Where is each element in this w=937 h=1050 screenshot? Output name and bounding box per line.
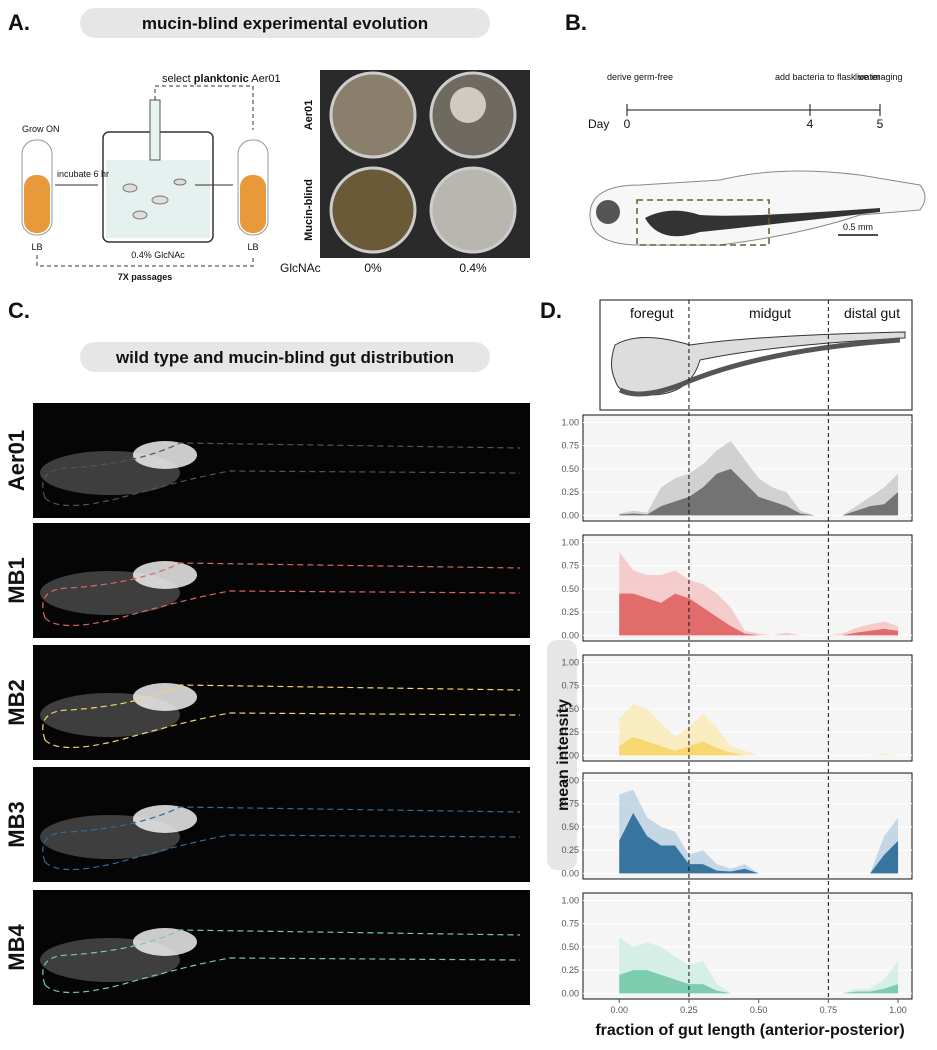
panel-label: D. xyxy=(540,298,562,323)
y-tick-label: 0.25 xyxy=(561,607,579,617)
grow-label: Grow ON xyxy=(22,124,60,134)
panel-title: mucin-blind experimental evolution xyxy=(142,14,428,33)
title-pill xyxy=(80,342,490,372)
day-value: 4 xyxy=(807,117,814,131)
row-label: Mucin-blind xyxy=(303,179,315,241)
fluorescence xyxy=(133,561,197,589)
event-label: live imaging xyxy=(855,72,903,82)
fish-drawing xyxy=(589,170,926,246)
arrows xyxy=(36,85,254,267)
x-tick-label: 0.50 xyxy=(750,1005,768,1015)
event-label: add bacteria to flask water xyxy=(775,72,880,82)
strain-label: MB1 xyxy=(4,557,29,603)
y-tick-label: 1.00 xyxy=(561,775,579,785)
passages-label: 7X passages xyxy=(118,272,173,282)
plate-photo xyxy=(320,70,530,258)
text: Aer01 xyxy=(249,73,281,85)
y-tick-label: 0.00 xyxy=(561,750,579,760)
y-tick-label: 0.25 xyxy=(561,845,579,855)
row-label: Aer01 xyxy=(303,100,315,131)
strain-label: Aer01 xyxy=(4,430,29,491)
region-label: foregut xyxy=(630,305,674,321)
fluorescence xyxy=(133,441,197,469)
gut-outline xyxy=(42,684,521,749)
y-tick-label: 0.75 xyxy=(561,441,579,451)
gut-schematic xyxy=(599,299,913,411)
y-tick-label: 0.00 xyxy=(561,510,579,520)
y-tick-label: 0.75 xyxy=(561,799,579,809)
y-tick-label: 0.50 xyxy=(561,942,579,952)
strain-label: MB4 xyxy=(4,924,29,971)
fluorescence xyxy=(133,805,197,833)
panel-label: B. xyxy=(565,10,587,35)
panel-label: C. xyxy=(8,298,30,323)
day-value: 5 xyxy=(877,117,884,131)
timeline xyxy=(626,104,881,116)
y-axis-label: mean intensity xyxy=(555,699,572,811)
y-tick-label: 1.00 xyxy=(561,417,579,427)
medium-label: 0.4% GlcNAc xyxy=(131,250,185,260)
y-tick-label: 0.00 xyxy=(561,868,579,878)
event-label: derive germ-free xyxy=(607,72,673,82)
fluorescence xyxy=(133,683,197,711)
title-pill xyxy=(80,8,490,38)
tube-right xyxy=(237,139,269,236)
y-tick-label: 0.75 xyxy=(561,919,579,929)
region-label: distal gut xyxy=(844,305,900,321)
ylabel-pill xyxy=(547,640,577,870)
col-label: 0% xyxy=(364,261,382,275)
strain-label: MB2 xyxy=(4,679,29,725)
lb-label: LB xyxy=(31,242,42,252)
y-tick-label: 0.25 xyxy=(561,727,579,737)
day-label: Day xyxy=(588,117,609,131)
strain-label: MB3 xyxy=(4,801,29,847)
x-axis-label: fraction of gut length (anterior-posteri… xyxy=(595,1022,904,1039)
y-tick-label: 0.75 xyxy=(561,681,579,691)
text: select xyxy=(162,73,194,85)
y-tick-label: 0.25 xyxy=(561,965,579,975)
y-tick-label: 0.50 xyxy=(561,822,579,832)
panel-title: wild type and mucin-blind gut distributi… xyxy=(115,348,454,367)
scale-label: 0.5 mm xyxy=(843,222,873,232)
y-tick-label: 0.50 xyxy=(561,704,579,714)
x-tick-label: 1.00 xyxy=(889,1005,907,1015)
gut-outline xyxy=(42,806,521,871)
lb-label: LB xyxy=(247,242,258,252)
incubate-label: incubate 6 hr xyxy=(57,169,109,179)
gut-outline xyxy=(42,929,521,994)
panel-label: A. xyxy=(8,10,30,35)
fluorescence xyxy=(133,928,197,956)
y-tick-label: 0.00 xyxy=(561,988,579,998)
select-label: select planktonic Aer01 xyxy=(162,73,281,85)
y-tick-label: 0.75 xyxy=(561,561,579,571)
glcnac-label: GlcNAc xyxy=(280,261,321,275)
y-tick-label: 0.50 xyxy=(561,584,579,594)
gut-outline xyxy=(42,442,521,507)
gut-outline xyxy=(42,562,521,627)
tube-left xyxy=(21,139,53,236)
x-tick-label: 0.00 xyxy=(610,1005,628,1015)
region-label: midgut xyxy=(749,305,791,321)
y-tick-label: 1.00 xyxy=(561,537,579,547)
y-tick-label: 0.50 xyxy=(561,464,579,474)
x-tick-label: 0.75 xyxy=(820,1005,838,1015)
y-tick-label: 0.25 xyxy=(561,487,579,497)
y-tick-label: 1.00 xyxy=(561,895,579,905)
area xyxy=(619,812,899,874)
y-tick-label: 0.00 xyxy=(561,630,579,640)
col-label: 0.4% xyxy=(459,261,487,275)
flask xyxy=(102,99,214,243)
y-tick-label: 1.00 xyxy=(561,657,579,667)
text: planktonic xyxy=(194,73,249,85)
x-tick-label: 0.25 xyxy=(680,1005,698,1015)
day-value: 0 xyxy=(624,117,631,131)
